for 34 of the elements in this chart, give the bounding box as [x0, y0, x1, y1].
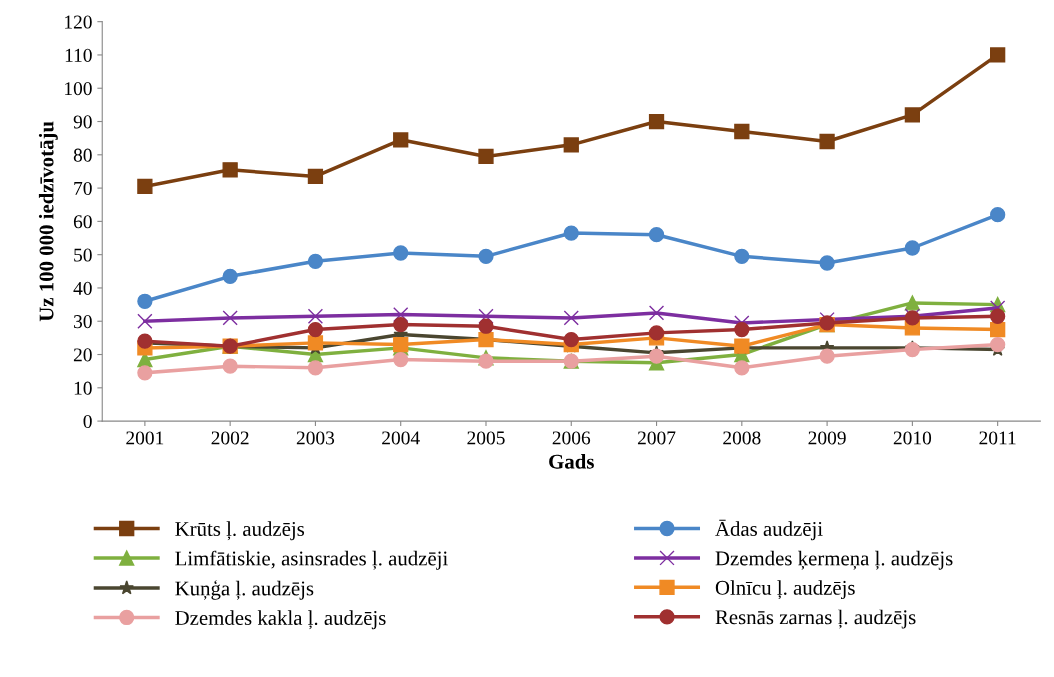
y-tick-label: 120: [65, 15, 92, 29]
y-tick-label: 60: [73, 215, 92, 229]
x-tick-label: 2001: [126, 431, 164, 445]
legend-label: Krūts ļ. audzējs: [175, 521, 305, 541]
legend-label: Dzemdes kakla ļ. audzējs: [175, 610, 386, 630]
x-tick-label: 2004: [382, 431, 420, 445]
y-tick-label: 30: [74, 315, 92, 329]
x-tick-label: 2010: [893, 431, 932, 445]
x-tick-label: 2007: [637, 431, 676, 445]
y-tick-label: 80: [73, 148, 92, 162]
legend-label: Kuņģa ļ. audzējs: [175, 580, 314, 600]
y-tick-label: 90: [73, 115, 92, 129]
x-tick-label: 2003: [296, 431, 335, 445]
y-tick-label: 10: [74, 381, 92, 395]
x-tick-label: 2009: [808, 431, 846, 445]
legend-label: Resnās zarnas ļ. audzējs: [715, 609, 916, 629]
legend-label: Ādas audzēji: [715, 519, 823, 541]
y-tick-label: 110: [65, 48, 92, 62]
x-tick-label: 2006: [552, 431, 591, 445]
legend-label: Dzemdes ķermeņa ļ. audzējs: [715, 550, 953, 570]
y-tick-label: 20: [73, 348, 92, 362]
legend-label: Olnīcu ļ. audzējs: [715, 580, 855, 600]
x-tick-label: 2005: [467, 431, 505, 445]
x-tick-label: 2008: [723, 431, 761, 445]
y-tick-label: 0: [83, 414, 92, 429]
y-tick-label: 100: [65, 82, 92, 96]
y-axis-title: Uz 100 000 iedzīvotāju: [38, 121, 58, 322]
x-axis-title: Gads: [549, 454, 594, 469]
y-tick-label: 70: [74, 181, 92, 196]
x-tick-label: 2011: [979, 431, 1016, 445]
y-tick-label: 40: [73, 281, 92, 295]
legend-label: Limfātiskie, asinsrades ļ. audzēji: [175, 550, 448, 570]
x-tick-label: 2002: [211, 431, 249, 445]
y-tick-label: 50: [74, 248, 92, 262]
